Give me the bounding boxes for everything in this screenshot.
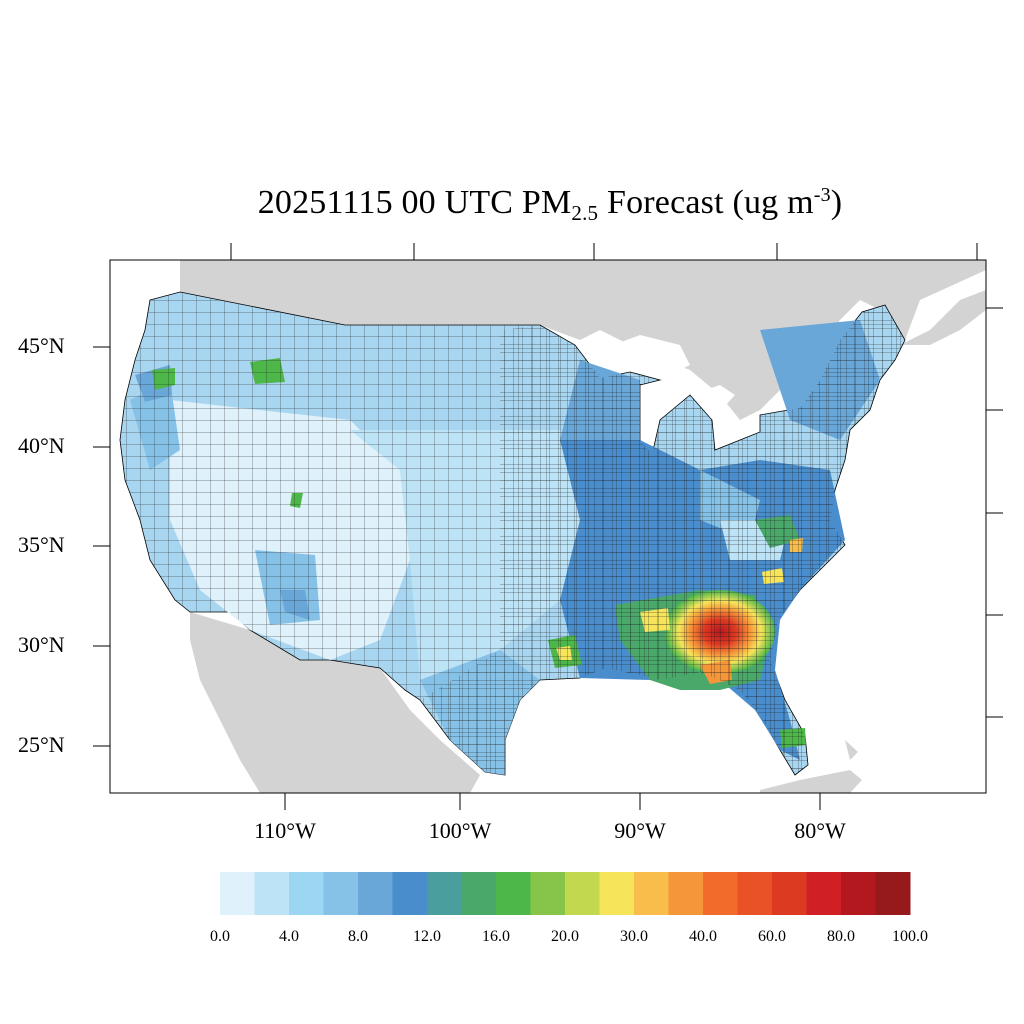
colorbar-swatch xyxy=(772,872,807,915)
colorbar-tick-label: 100.0 xyxy=(892,928,928,945)
lon-label-100w: 100°W xyxy=(428,818,492,843)
colorbar-swatch xyxy=(806,872,842,915)
colorbar-tick-label: 40.0 xyxy=(689,928,717,945)
colorbar-swatch xyxy=(599,872,635,915)
colorbar-swatch xyxy=(323,872,359,915)
lon-label-80w: 80°W xyxy=(794,818,846,843)
colorbar-tick-label: 20.0 xyxy=(551,928,579,945)
colorbar-swatch xyxy=(565,872,600,915)
colorbar-tick-label: 80.0 xyxy=(827,928,855,945)
colorbar-swatch xyxy=(254,872,290,915)
lat-label-35n: 35°N xyxy=(18,532,65,557)
colorbar-tick-label: 60.0 xyxy=(758,928,786,945)
map-title: 20251115 00 UTC PM2.5 Forecast (ug m-3) xyxy=(0,184,1024,226)
colorbar-tick-label: 0.0 xyxy=(210,928,230,945)
county-grid-east xyxy=(420,305,905,775)
lat-label-40n: 40°N xyxy=(18,433,65,458)
mexico-landmass xyxy=(190,612,480,793)
colorbar-swatch xyxy=(358,872,393,915)
title-suffix: ) xyxy=(830,184,843,221)
title-superscript: -3 xyxy=(813,184,831,206)
colorbar-tick-label: 16.0 xyxy=(482,928,510,945)
title-subscript: 2.5 xyxy=(571,201,599,225)
colorbar-swatch xyxy=(875,872,911,915)
colorbar-swatch xyxy=(841,872,876,915)
colorbar-tick-label: 30.0 xyxy=(620,928,648,945)
right-ticks xyxy=(986,307,1003,718)
colorbar-swatch xyxy=(427,872,462,915)
colorbar-swatch xyxy=(530,872,566,915)
colorbar-swatch xyxy=(668,872,704,915)
great-lakes xyxy=(575,335,805,460)
top-ticks xyxy=(230,243,978,260)
title-prefix: 20251115 00 UTC PM xyxy=(257,184,572,221)
colorbar-swatch xyxy=(737,872,773,915)
caribbean-islands xyxy=(760,740,862,793)
lon-label-90w: 90°W xyxy=(614,818,666,843)
colorbar-swatch xyxy=(461,872,497,915)
colorbar-tick-label: 8.0 xyxy=(348,928,368,945)
lon-label-110w: 110°W xyxy=(254,818,316,843)
map-area xyxy=(110,260,986,793)
map-frame xyxy=(109,259,987,794)
colorbar-swatch xyxy=(289,872,324,915)
title-middle: Forecast (ug m xyxy=(598,184,814,221)
colorbar-swatch xyxy=(496,872,531,915)
lat-label-45n: 45°N xyxy=(18,333,65,358)
colorbar xyxy=(220,872,911,915)
colorbar-tick-label: 12.0 xyxy=(413,928,441,945)
canada-landmass xyxy=(110,260,986,420)
bottom-ticks xyxy=(284,793,821,810)
colorbar-swatch xyxy=(392,872,428,915)
lat-label-25n: 25°N xyxy=(18,732,65,757)
colorbar-tick-label: 4.0 xyxy=(279,928,299,945)
left-ticks xyxy=(93,346,110,747)
colorbar-swatch xyxy=(220,872,255,915)
colorbar-swatch xyxy=(703,872,738,915)
lat-label-30n: 30°N xyxy=(18,632,65,657)
colorbar-swatch xyxy=(634,872,669,915)
